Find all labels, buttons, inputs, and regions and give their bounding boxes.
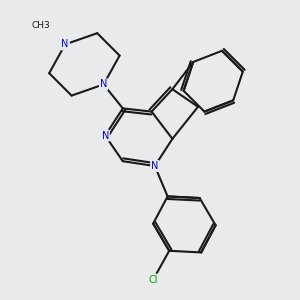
Text: N: N [151,161,158,171]
Text: N: N [61,39,69,50]
Text: N: N [100,80,107,89]
Text: Cl: Cl [148,274,158,285]
Text: N: N [101,130,109,141]
Text: CH3: CH3 [32,21,51,30]
